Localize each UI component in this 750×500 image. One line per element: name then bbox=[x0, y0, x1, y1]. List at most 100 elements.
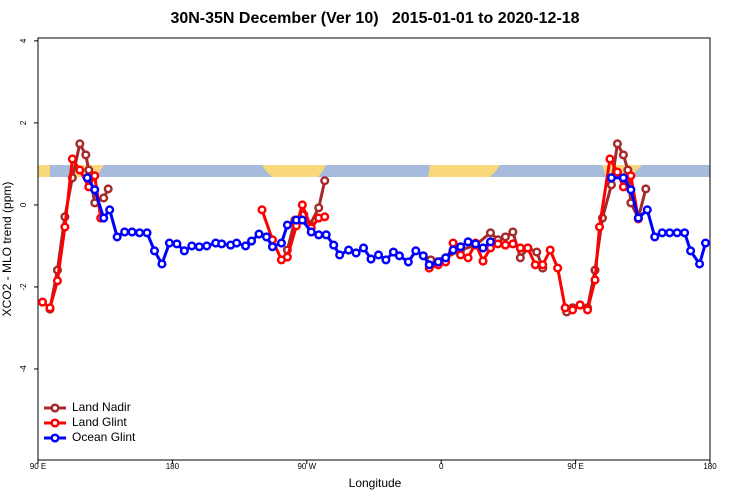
data-point bbox=[700, 238, 711, 248]
data-point bbox=[424, 260, 434, 270]
data-point bbox=[172, 239, 182, 249]
data-point bbox=[633, 213, 643, 223]
data-point bbox=[320, 176, 330, 186]
data-point bbox=[99, 213, 109, 223]
data-point bbox=[680, 228, 690, 238]
data-point bbox=[267, 242, 278, 252]
data-point bbox=[261, 232, 272, 242]
data-point bbox=[672, 228, 682, 238]
data-point bbox=[433, 257, 443, 267]
data-point bbox=[134, 228, 145, 238]
y-tick-label: 2 bbox=[19, 120, 28, 125]
data-point bbox=[105, 205, 115, 215]
data-point bbox=[456, 250, 466, 260]
chart-title: 30N-35N December (Ver 10) 2015-01-01 to … bbox=[170, 10, 579, 27]
data-point bbox=[90, 185, 100, 195]
data-point bbox=[335, 250, 345, 260]
data-point bbox=[612, 139, 622, 149]
data-point bbox=[641, 184, 651, 194]
data-point bbox=[582, 305, 593, 315]
data-point bbox=[642, 205, 652, 215]
data-point bbox=[254, 229, 264, 239]
data-point bbox=[194, 242, 204, 252]
data-point bbox=[45, 303, 55, 313]
data-point bbox=[282, 220, 292, 230]
data-point bbox=[657, 228, 667, 238]
y-axis-label: XCO2 - MLO trend (ppm) bbox=[0, 182, 14, 317]
data-point bbox=[575, 300, 585, 310]
data-point bbox=[508, 227, 518, 237]
data-point bbox=[590, 275, 600, 285]
data-point bbox=[606, 173, 616, 183]
data-point bbox=[90, 171, 100, 181]
legend-marker bbox=[50, 403, 60, 413]
data-point bbox=[157, 259, 167, 269]
legend-marker bbox=[50, 418, 60, 428]
data-point bbox=[202, 241, 212, 251]
data-point bbox=[463, 237, 473, 247]
data-point bbox=[463, 253, 473, 263]
data-point bbox=[403, 257, 413, 267]
data-point bbox=[394, 251, 404, 261]
data-point bbox=[606, 180, 616, 190]
data-point bbox=[366, 254, 376, 264]
legend-label: Land Glint bbox=[72, 415, 127, 429]
data-point bbox=[52, 276, 62, 286]
x-axis-label: Longitude bbox=[349, 476, 402, 490]
data-point bbox=[650, 232, 660, 242]
data-point bbox=[75, 139, 85, 149]
data-point bbox=[84, 165, 94, 175]
data-point bbox=[149, 246, 160, 256]
data-point bbox=[594, 222, 605, 232]
plot-frame bbox=[37, 37, 711, 461]
legend-label: Ocean Glint bbox=[72, 430, 136, 444]
data-point bbox=[320, 212, 330, 222]
data-point bbox=[530, 260, 540, 270]
data-point bbox=[187, 241, 197, 251]
x-tick-label: 90 W bbox=[297, 462, 316, 471]
data-point bbox=[515, 243, 525, 253]
x-tick-label: 0 bbox=[439, 462, 444, 471]
data-point bbox=[478, 243, 488, 253]
data-point bbox=[545, 245, 555, 255]
data-point bbox=[37, 297, 48, 307]
data-point bbox=[60, 222, 70, 232]
data-point bbox=[351, 248, 361, 258]
land-band bbox=[262, 165, 326, 177]
data-point bbox=[314, 203, 324, 213]
data-point bbox=[500, 232, 510, 242]
data-point bbox=[103, 184, 113, 194]
data-point bbox=[626, 171, 636, 181]
data-point bbox=[448, 238, 458, 248]
data-point bbox=[411, 246, 421, 256]
legend-marker bbox=[50, 433, 60, 443]
data-point bbox=[568, 305, 578, 315]
data-point bbox=[81, 150, 91, 160]
data-point bbox=[306, 227, 316, 237]
data-point bbox=[553, 263, 563, 273]
y-tick-label: 4 bbox=[19, 38, 28, 43]
data-point bbox=[164, 238, 174, 248]
land-band bbox=[38, 165, 50, 177]
data-point bbox=[485, 237, 496, 247]
data-point bbox=[500, 240, 510, 250]
data-point bbox=[99, 193, 109, 203]
y-tick-label: 0 bbox=[19, 202, 28, 207]
data-point bbox=[232, 238, 242, 248]
data-point bbox=[523, 243, 533, 253]
data-point bbox=[694, 259, 705, 269]
x-tick-label: 90 E bbox=[567, 462, 583, 471]
data-point bbox=[179, 246, 189, 256]
data-point bbox=[329, 240, 339, 250]
data-point bbox=[241, 241, 251, 251]
data-point bbox=[605, 154, 615, 164]
legend-label: Land Nadir bbox=[72, 400, 131, 414]
data-point bbox=[127, 227, 137, 237]
data-point bbox=[388, 247, 398, 257]
data-point bbox=[373, 250, 384, 260]
data-point bbox=[358, 243, 369, 253]
x-tick-label: 90 E bbox=[30, 462, 46, 471]
data-point bbox=[618, 182, 628, 192]
